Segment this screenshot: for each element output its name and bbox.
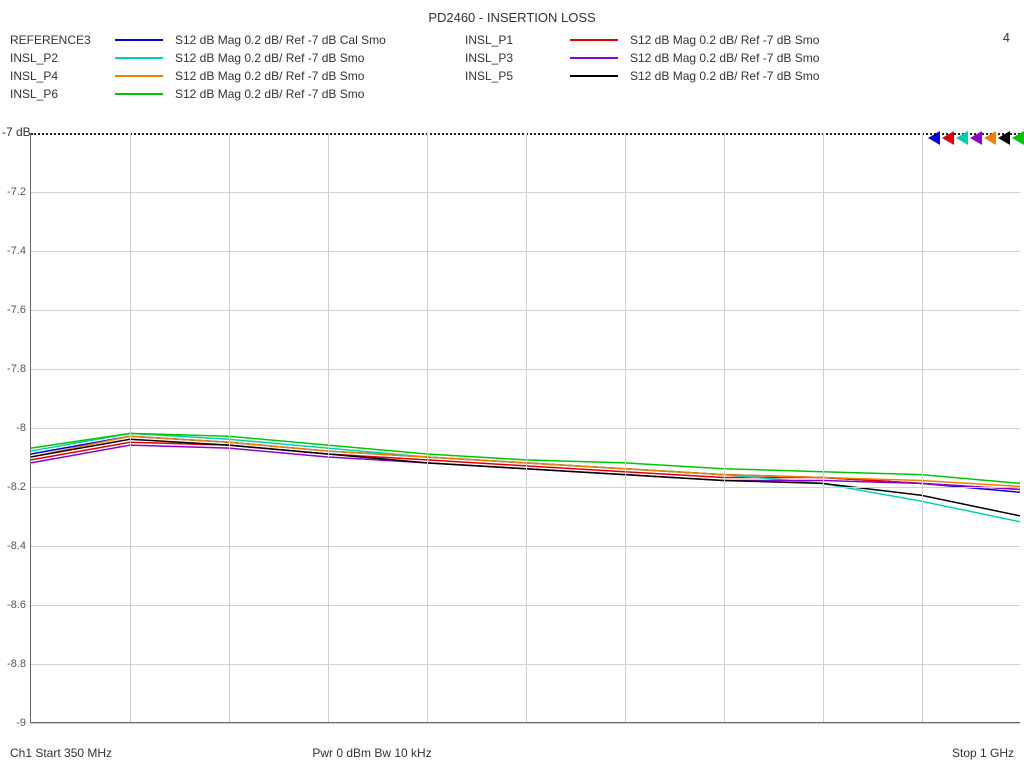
legend-item-desc: S12 dB Mag 0.2 dB/ Ref -7 dB Smo <box>175 51 425 65</box>
trace-marker-icon <box>998 131 1010 145</box>
legend-item-desc: S12 dB Mag 0.2 dB/ Ref -7 dB Smo <box>175 69 425 83</box>
legend-item-name: INSL_P5 <box>465 69 570 83</box>
legend-item-name: INSL_P3 <box>465 51 570 65</box>
legend-item-name: REFERENCE3 <box>10 33 115 47</box>
trace-marker-icon <box>956 131 968 145</box>
legend-item-name: INSL_P4 <box>10 69 115 83</box>
legend: REFERENCE3 S12 dB Mag 0.2 dB/ Ref -7 dB C… <box>0 25 1024 107</box>
legend-item-desc: S12 dB Mag 0.2 dB/ Ref -7 dB Smo <box>630 51 880 65</box>
gridline-h <box>31 723 1020 724</box>
footer-center: Pwr 0 dBm Bw 10 kHz <box>312 746 431 760</box>
ytick-label: -7.6 <box>7 304 26 316</box>
legend-item-name: INSL_P2 <box>10 51 115 65</box>
ytick-label: -9 <box>16 717 26 729</box>
legend-swatch <box>115 93 163 95</box>
gridline-v <box>724 133 725 722</box>
legend-item-desc: S12 dB Mag 0.2 dB/ Ref -7 dB Smo <box>630 33 880 47</box>
footer-left: Ch1 Start 350 MHz <box>10 746 112 760</box>
footer-right: Stop 1 GHz <box>952 746 1014 760</box>
legend-item-desc: S12 dB Mag 0.2 dB/ Ref -7 dB Smo <box>630 69 880 83</box>
ytick-label: -7.4 <box>7 245 26 257</box>
ytick-label: -7.8 <box>7 363 26 375</box>
ytick-label: -8.8 <box>7 658 26 670</box>
gridline-v <box>130 133 131 722</box>
gridline-v <box>526 133 527 722</box>
gridline-v <box>229 133 230 722</box>
chart-title: PD2460 - INSERTION LOSS <box>0 0 1024 25</box>
legend-swatch <box>570 39 618 41</box>
trace-marker-icon <box>942 131 954 145</box>
legend-swatch <box>115 57 163 59</box>
ytick-label: -8.2 <box>7 481 26 493</box>
gridline-v <box>625 133 626 722</box>
ytick-label: -7.2 <box>7 186 26 198</box>
plot-area <box>30 133 1020 723</box>
ytick-label: -8 <box>16 422 26 434</box>
channel-badge: 4 <box>1003 30 1010 45</box>
gridline-v <box>823 133 824 722</box>
ytick-label: -8.6 <box>7 599 26 611</box>
legend-item-desc: S12 dB Mag 0.2 dB/ Ref -7 dB Smo <box>175 87 425 101</box>
legend-swatch <box>570 57 618 59</box>
legend-swatch <box>115 39 163 41</box>
trace-markers <box>928 131 1024 145</box>
ref-level-label: -7 dB <box>2 125 31 139</box>
trace-marker-icon <box>928 131 940 145</box>
gridline-v <box>922 133 923 722</box>
chart-area: -7 dB -7.2 -7.4 -7.6 -7.8 -8 -8.2 -8.4 -8.6 -8.8… <box>0 125 1024 740</box>
legend-swatch <box>115 75 163 77</box>
trace-marker-icon <box>1012 131 1024 145</box>
legend-item-desc: S12 dB Mag 0.2 dB/ Ref -7 dB Cal Smo <box>175 33 425 47</box>
ytick-label: -8.4 <box>7 540 26 552</box>
legend-item-name: INSL_P1 <box>465 33 570 47</box>
legend-swatch <box>570 75 618 77</box>
trace-marker-icon <box>984 131 996 145</box>
footer-bar: Ch1 Start 350 MHz Pwr 0 dBm Bw 10 kHz St… <box>10 746 1014 760</box>
legend-item-name: INSL_P6 <box>10 87 115 101</box>
gridline-v <box>427 133 428 722</box>
trace-marker-icon <box>970 131 982 145</box>
gridline-v <box>328 133 329 722</box>
